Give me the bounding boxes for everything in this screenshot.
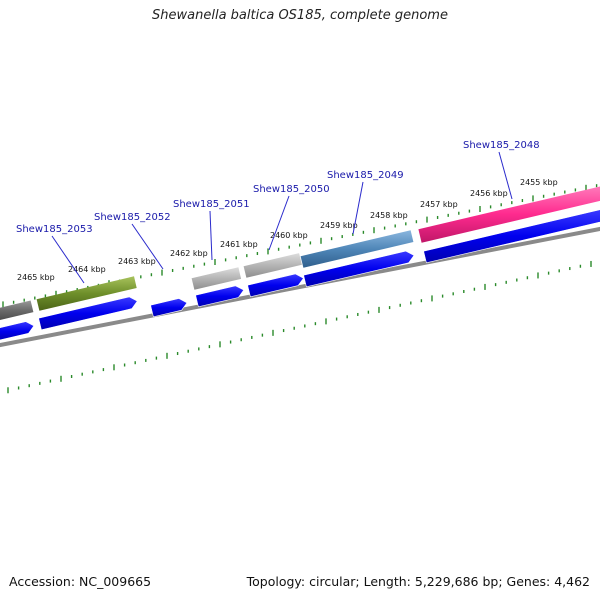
gene-label[interactable]: Shew185_2053 xyxy=(16,224,93,235)
gene-leader-line xyxy=(268,195,290,251)
cds-arrow xyxy=(423,209,600,264)
cds-arrow xyxy=(150,298,188,318)
cds-arrow xyxy=(195,285,245,308)
kbp-label: 2458 kbp xyxy=(370,211,408,220)
kbp-label: 2457 kbp xyxy=(420,200,458,209)
gene-label[interactable]: Shew185_2049 xyxy=(327,170,404,181)
feature-box-pink xyxy=(418,186,600,243)
kbp-label: 2465 kbp xyxy=(17,273,55,282)
gene-leader-line xyxy=(131,223,164,270)
feature-box-gray-dark xyxy=(0,300,34,320)
kbp-label: 2455 kbp xyxy=(520,178,558,187)
cds-arrow xyxy=(0,321,35,341)
feature-box-gray-light-2 xyxy=(243,253,302,278)
gene-label[interactable]: Shew185_2050 xyxy=(253,184,330,195)
kbp-label: 2462 kbp xyxy=(170,249,208,258)
kbp-label: 2461 kbp xyxy=(220,240,258,249)
kbp-label: 2456 kbp xyxy=(470,189,508,198)
gene-leader-line xyxy=(51,235,85,284)
cds-arrow xyxy=(38,296,138,331)
feature-box-gray-light xyxy=(191,267,242,290)
kbp-label: 2460 kbp xyxy=(270,231,308,240)
feature-box-olive xyxy=(36,276,137,311)
gene-leader-line xyxy=(498,151,513,200)
kbp-label: 2464 kbp xyxy=(68,265,106,274)
accession-label: Accession: NC_009665 xyxy=(9,574,152,589)
gene-label[interactable]: Shew185_2052 xyxy=(94,212,171,223)
gene-label[interactable]: Shew185_2051 xyxy=(173,199,250,210)
kbp-label: 2463 kbp xyxy=(118,257,156,266)
kbp-label: 2459 kbp xyxy=(320,221,358,230)
map-title: Shewanella baltica OS185, complete genom… xyxy=(152,8,448,23)
backbone-line xyxy=(0,226,600,348)
cds-arrow xyxy=(247,273,304,298)
gene-label[interactable]: Shew185_2048 xyxy=(463,140,540,151)
genome-stats: Topology: circular; Length: 5,229,686 bp… xyxy=(246,574,590,589)
gene-leader-line xyxy=(352,181,364,235)
feature-box-steel-blue xyxy=(300,230,414,268)
gene-leader-line xyxy=(209,210,213,261)
cds-arrow xyxy=(303,250,415,288)
